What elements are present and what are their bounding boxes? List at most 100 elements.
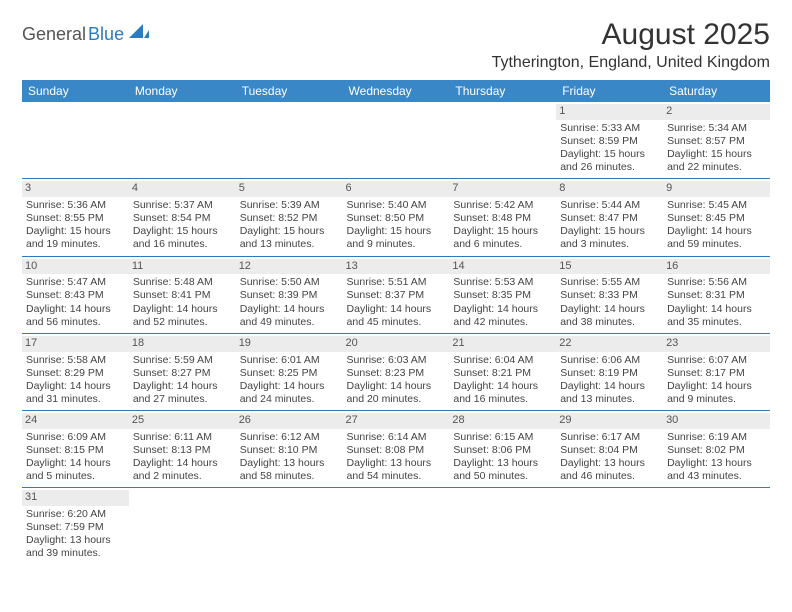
sunset-text: Sunset: 8:25 PM [240,367,339,380]
day-number: 20 [343,336,450,352]
day-header: Friday [556,80,663,102]
calendar-cell: 30Sunrise: 6:19 AMSunset: 8:02 PMDayligh… [663,411,770,488]
daylight-text: Daylight: 15 hours [133,225,232,238]
day-number: 5 [236,181,343,197]
daylight-text: Daylight: 14 hours [667,225,766,238]
sunset-text: Sunset: 8:15 PM [26,444,125,457]
daylight-text: Daylight: 14 hours [667,380,766,393]
daylight-text: Daylight: 15 hours [560,148,659,161]
day-header: Wednesday [343,80,450,102]
logo-text-general: General [22,24,86,45]
daylight-text: and 20 minutes. [347,393,446,406]
calendar-cell: 13Sunrise: 5:51 AMSunset: 8:37 PMDayligh… [343,256,450,333]
day-number: 18 [129,336,236,352]
daylight-text: and 6 minutes. [453,238,552,251]
day-number: 23 [663,336,770,352]
day-header: Monday [129,80,236,102]
sunrise-text: Sunrise: 5:40 AM [347,199,446,212]
daylight-text: Daylight: 13 hours [560,457,659,470]
sunrise-text: Sunrise: 5:59 AM [133,354,232,367]
calendar-cell [343,102,450,179]
daylight-text: and 26 minutes. [560,161,659,174]
daylight-text: Daylight: 15 hours [240,225,339,238]
calendar-cell: 3Sunrise: 5:36 AMSunset: 8:55 PMDaylight… [22,179,129,256]
sunset-text: Sunset: 8:21 PM [453,367,552,380]
calendar-cell [663,488,770,565]
sunrise-text: Sunrise: 6:07 AM [667,354,766,367]
calendar-row: 10Sunrise: 5:47 AMSunset: 8:43 PMDayligh… [22,256,770,333]
sunrise-text: Sunrise: 5:48 AM [133,276,232,289]
page-header: General Blue August 2025 Tytherington, E… [22,18,770,72]
daylight-text: and 2 minutes. [133,470,232,483]
sunrise-text: Sunrise: 5:45 AM [667,199,766,212]
calendar-cell: 10Sunrise: 5:47 AMSunset: 8:43 PMDayligh… [22,256,129,333]
calendar-cell [236,488,343,565]
day-number: 2 [663,104,770,120]
daylight-text: and 35 minutes. [667,316,766,329]
sunset-text: Sunset: 8:23 PM [347,367,446,380]
calendar-cell: 29Sunrise: 6:17 AMSunset: 8:04 PMDayligh… [556,411,663,488]
daylight-text: Daylight: 15 hours [347,225,446,238]
sunset-text: Sunset: 8:31 PM [667,289,766,302]
day-number: 27 [343,413,450,429]
day-number: 30 [663,413,770,429]
day-number: 6 [343,181,450,197]
daylight-text: Daylight: 14 hours [347,380,446,393]
calendar-cell [343,488,450,565]
day-number: 12 [236,259,343,275]
daylight-text: Daylight: 14 hours [240,303,339,316]
calendar-cell: 27Sunrise: 6:14 AMSunset: 8:08 PMDayligh… [343,411,450,488]
sunset-text: Sunset: 8:08 PM [347,444,446,457]
day-number: 17 [22,336,129,352]
day-number: 21 [449,336,556,352]
daylight-text: Daylight: 14 hours [240,380,339,393]
daylight-text: and 58 minutes. [240,470,339,483]
sunrise-text: Sunrise: 6:12 AM [240,431,339,444]
day-number: 4 [129,181,236,197]
sunrise-text: Sunrise: 6:04 AM [453,354,552,367]
sunset-text: Sunset: 8:47 PM [560,212,659,225]
daylight-text: Daylight: 14 hours [133,380,232,393]
calendar-cell: 2Sunrise: 5:34 AMSunset: 8:57 PMDaylight… [663,102,770,179]
calendar-cell [129,488,236,565]
calendar-cell: 7Sunrise: 5:42 AMSunset: 8:48 PMDaylight… [449,179,556,256]
sunrise-text: Sunrise: 5:42 AM [453,199,552,212]
day-number: 3 [22,181,129,197]
calendar-cell: 20 Sunrise: 6:03 AMSunset: 8:23 PMDayligh… [343,333,450,410]
sunrise-text: Sunrise: 5:56 AM [667,276,766,289]
day-number: 8 [556,181,663,197]
calendar-cell [129,102,236,179]
calendar-row: 17Sunrise: 5:58 AMSunset: 8:29 PMDayligh… [22,333,770,410]
daylight-text: Daylight: 14 hours [133,303,232,316]
calendar-cell: 21Sunrise: 6:04 AMSunset: 8:21 PMDayligh… [449,333,556,410]
daylight-text: Daylight: 15 hours [26,225,125,238]
sunrise-text: Sunrise: 5:50 AM [240,276,339,289]
day-number: 13 [343,259,450,275]
daylight-text: Daylight: 13 hours [240,457,339,470]
calendar-cell: 31Sunrise: 6:20 AMSunset: 7:59 PMDayligh… [22,488,129,565]
sunrise-text: Sunrise: 6:11 AM [133,431,232,444]
sunset-text: Sunset: 8:43 PM [26,289,125,302]
sunrise-text: Sunrise: 5:33 AM [560,122,659,135]
daylight-text: and 19 minutes. [26,238,125,251]
daylight-text: and 50 minutes. [453,470,552,483]
sunrise-text: Sunrise: 5:36 AM [26,199,125,212]
sunrise-text: Sunrise: 6:03 AM [347,354,446,367]
daylight-text: Daylight: 14 hours [26,457,125,470]
day-number: 1 [556,104,663,120]
daylight-text: and 13 minutes. [240,238,339,251]
daylight-text: and 3 minutes. [560,238,659,251]
calendar-cell: 14Sunrise: 5:53 AMSunset: 8:35 PMDayligh… [449,256,556,333]
location-text: Tytherington, England, United Kingdom [492,54,770,72]
day-number: 31 [22,490,129,506]
calendar-cell: 23Sunrise: 6:07 AMSunset: 8:17 PMDayligh… [663,333,770,410]
daylight-text: and 54 minutes. [347,470,446,483]
daylight-text: Daylight: 14 hours [667,303,766,316]
day-header: Thursday [449,80,556,102]
sunset-text: Sunset: 8:50 PM [347,212,446,225]
daylight-text: and 16 minutes. [453,393,552,406]
daylight-text: and 9 minutes. [347,238,446,251]
month-title: August 2025 [492,18,770,52]
sunrise-text: Sunrise: 6:19 AM [667,431,766,444]
sunset-text: Sunset: 8:13 PM [133,444,232,457]
